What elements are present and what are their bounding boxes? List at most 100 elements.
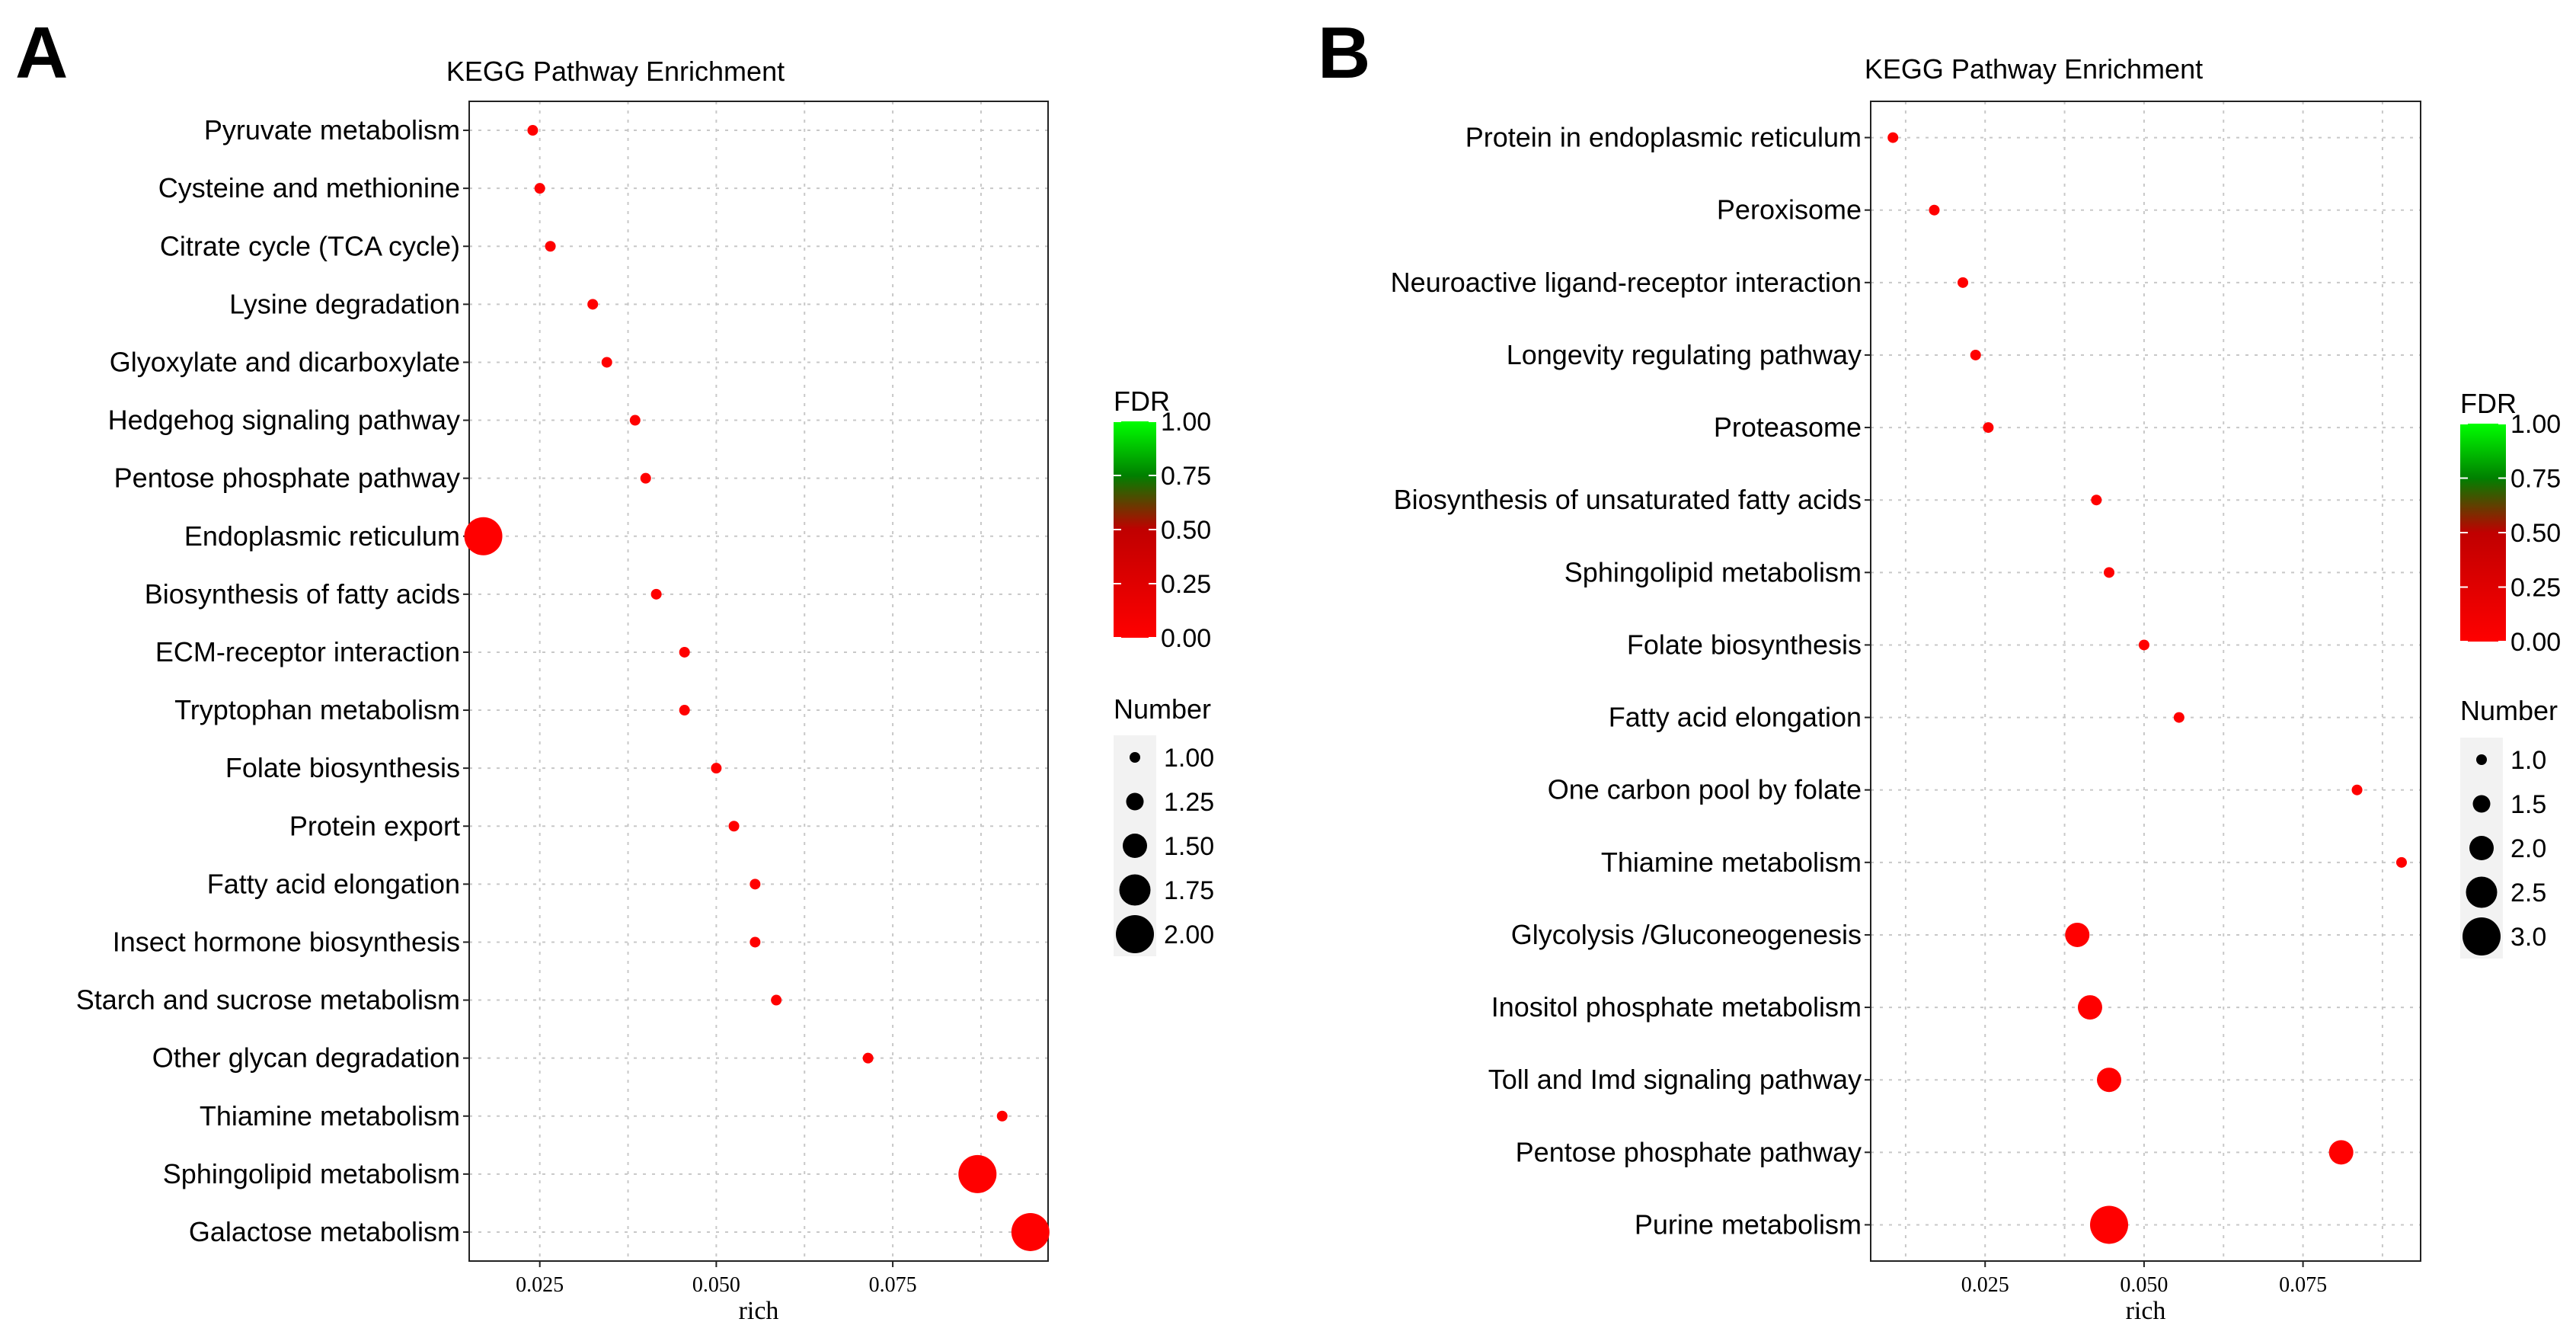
legend-size-label: 1.5 bbox=[2510, 790, 2546, 819]
plot-frame bbox=[468, 101, 1049, 1262]
y-tick-label: Starch and sucrose metabolism bbox=[76, 984, 460, 1016]
y-tick-label: Tryptophan metabolism bbox=[174, 694, 460, 725]
legend-size-label: 2.0 bbox=[2510, 834, 2546, 863]
legend-size-label: 2.00 bbox=[1164, 920, 1214, 949]
legend-fdr-tick-label: 0.25 bbox=[2510, 574, 2561, 603]
panel-a: A KEGG Pathway Enrichment Pyruvate metabol… bbox=[15, 12, 1214, 1322]
data-point bbox=[527, 125, 539, 136]
data-point bbox=[711, 763, 722, 774]
y-tick-label: Thiamine metabolism bbox=[200, 1100, 460, 1132]
legend-size-dot bbox=[2463, 917, 2501, 955]
data-point bbox=[640, 472, 651, 484]
data-point bbox=[2328, 1140, 2354, 1165]
panel-label: B bbox=[1318, 12, 1370, 94]
y-tick-label: Pentose phosphate pathway bbox=[1516, 1136, 1862, 1167]
chart-title: KEGG Pathway Enrichment bbox=[1865, 53, 2203, 85]
y-tick-label: Pentose phosphate pathway bbox=[114, 463, 460, 494]
data-point bbox=[2138, 639, 2149, 651]
y-tick-label: Protein export bbox=[289, 810, 460, 841]
data-point bbox=[749, 879, 761, 890]
data-point bbox=[2173, 712, 2184, 723]
data-point bbox=[2395, 856, 2407, 868]
legend-size-label: 1.25 bbox=[1164, 788, 1214, 817]
data-point bbox=[650, 588, 662, 600]
legend-fdr-tick-label: 0.75 bbox=[1161, 462, 1211, 491]
y-tick-label: Other glycan degradation bbox=[152, 1042, 460, 1074]
y-tick-label: Hedgehog signaling pathway bbox=[108, 405, 460, 436]
legend-fdr-tick-label: 1.00 bbox=[2510, 410, 2561, 439]
legend-size-title: Number bbox=[2460, 695, 2558, 726]
data-point bbox=[2065, 922, 2090, 947]
y-tick-label: Fatty acid elongation bbox=[207, 868, 460, 899]
legend-size-dot bbox=[2472, 795, 2491, 813]
legend-fdr-tick-label: 0.50 bbox=[1161, 516, 1211, 545]
y-tick-label: Thiamine metabolism bbox=[1601, 847, 1862, 878]
y-tick-label: Longevity regulating pathway bbox=[1507, 339, 1862, 370]
y-tick-label: Sphingolipid metabolism bbox=[163, 1158, 460, 1189]
data-point bbox=[1970, 349, 1981, 360]
data-point bbox=[1958, 277, 1969, 288]
x-tick-label: 0.025 bbox=[516, 1273, 564, 1297]
y-tick-label: Toll and Imd signaling pathway bbox=[1488, 1064, 1862, 1095]
data-point bbox=[749, 936, 761, 948]
data-point bbox=[534, 183, 545, 194]
y-tick-label: Glyoxylate and dicarboxylate bbox=[110, 346, 460, 377]
data-point bbox=[629, 415, 641, 426]
legend-size-label: 1.00 bbox=[1164, 744, 1214, 773]
plot-frame bbox=[1870, 101, 2421, 1262]
legend-size-dot bbox=[1130, 752, 1140, 763]
y-tick-label: Protein in endoplasmic reticulum bbox=[1465, 122, 1862, 153]
data-point bbox=[2351, 784, 2363, 795]
y-tick-label: Cysteine and methionine bbox=[158, 172, 460, 203]
legend-size-dot bbox=[2469, 836, 2494, 860]
legend-size-dot bbox=[1119, 874, 1151, 906]
x-axis-label: rich bbox=[2126, 1297, 2166, 1322]
legend-size-title: Number bbox=[1114, 693, 1211, 725]
data-point bbox=[1887, 132, 1899, 143]
y-tick-label: Peroxisome bbox=[1717, 194, 1862, 226]
data-point bbox=[1011, 1212, 1050, 1251]
legend-size-label: 1.0 bbox=[2510, 746, 2546, 775]
data-point bbox=[862, 1052, 874, 1064]
y-tick-label: Sphingolipid metabolism bbox=[1564, 556, 1862, 587]
legend-size-label: 3.0 bbox=[2510, 923, 2546, 952]
y-tick-label: Purine metabolism bbox=[1635, 1208, 1862, 1240]
x-axis-label: rich bbox=[739, 1297, 779, 1322]
data-point bbox=[2104, 567, 2115, 578]
y-tick-label: Insect hormone biosynthesis bbox=[113, 926, 460, 957]
data-point bbox=[601, 357, 612, 368]
legend-fdr-title: FDR bbox=[2460, 388, 2517, 419]
legend-fdr-tick-label: 0.00 bbox=[1161, 624, 1211, 653]
y-tick-label: Folate biosynthesis bbox=[225, 752, 460, 783]
y-tick-label: Folate biosynthesis bbox=[1627, 629, 1862, 660]
x-tick-label: 0.025 bbox=[1961, 1273, 2009, 1297]
y-tick-label: Lysine degradation bbox=[229, 288, 460, 319]
legend-fdr-tick-label: 0.25 bbox=[1161, 570, 1211, 599]
y-tick-label: Inositol phosphate metabolism bbox=[1491, 991, 1862, 1023]
legend-size-dot bbox=[1126, 792, 1144, 811]
data-point bbox=[2077, 995, 2102, 1020]
y-tick-label: ECM-receptor interaction bbox=[155, 636, 460, 667]
legend-size-label: 2.5 bbox=[2510, 879, 2546, 907]
legend-size-dot bbox=[2466, 876, 2498, 908]
data-point bbox=[464, 517, 503, 555]
y-tick-label: Proteasome bbox=[1714, 411, 1862, 443]
data-point bbox=[958, 1154, 997, 1193]
legend-size-dot bbox=[1116, 915, 1154, 953]
data-point bbox=[2091, 495, 2102, 506]
legend-size-label: 1.75 bbox=[1164, 876, 1214, 905]
y-tick-label: One carbon pool by folate bbox=[1548, 774, 1862, 805]
data-point bbox=[679, 646, 690, 658]
panel-label: A bbox=[15, 12, 68, 94]
data-point bbox=[728, 821, 740, 832]
data-point bbox=[2090, 1205, 2129, 1244]
data-point bbox=[587, 299, 599, 310]
data-point bbox=[1983, 422, 1994, 434]
legend-fdr-tick-label: 0.00 bbox=[2510, 628, 2561, 657]
x-tick-label: 0.050 bbox=[2120, 1273, 2168, 1297]
legend-size-label: 1.50 bbox=[1164, 832, 1214, 861]
x-tick-label: 0.075 bbox=[2279, 1273, 2327, 1297]
legend-size-dot bbox=[1123, 834, 1147, 858]
x-tick-label: 0.050 bbox=[692, 1273, 740, 1297]
